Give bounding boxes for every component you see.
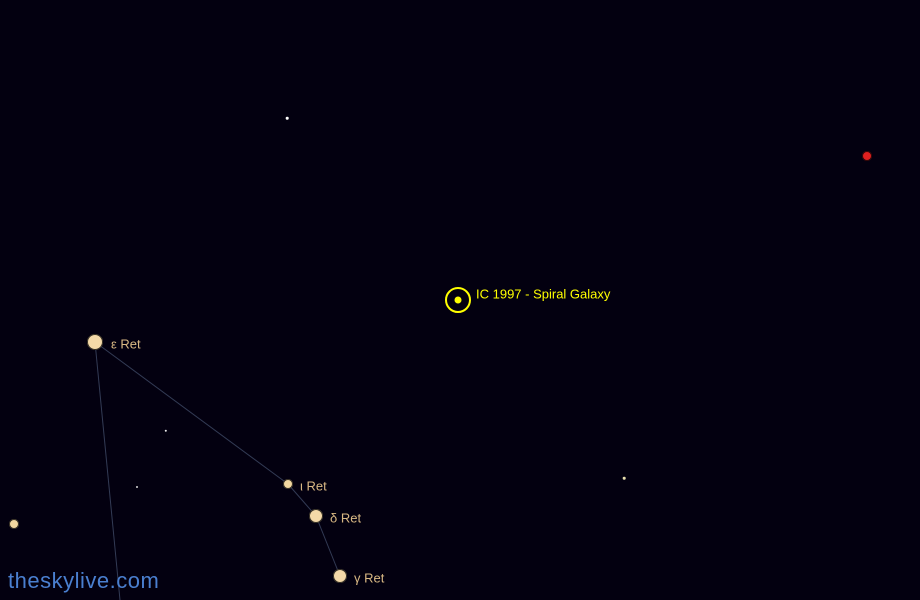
target-dot <box>455 297 462 304</box>
star-iota-ret <box>283 479 293 489</box>
star-eps-ret <box>87 334 103 350</box>
watermark: theskylive.com <box>8 568 159 594</box>
star-label-gamma-ret: γ Ret <box>354 571 384 586</box>
faint-faint-1 <box>165 430 167 432</box>
star-label-eps-ret: ε Ret <box>111 337 141 352</box>
star-red-star <box>862 151 872 161</box>
star-delta-ret <box>309 509 323 523</box>
faint-faint-3 <box>623 477 626 480</box>
star-gamma-ret <box>333 569 347 583</box>
faint-faint-top <box>286 117 289 120</box>
star-small-left <box>9 519 19 529</box>
faint-faint-2 <box>136 486 138 488</box>
target-label: IC 1997 - Spiral Galaxy <box>476 287 610 302</box>
star-label-iota-ret: ι Ret <box>300 479 327 494</box>
star-label-delta-ret: δ Ret <box>330 511 361 526</box>
